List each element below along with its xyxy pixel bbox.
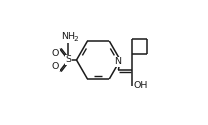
Text: O: O bbox=[52, 49, 59, 58]
Text: OH: OH bbox=[134, 81, 148, 90]
Text: NH: NH bbox=[61, 32, 75, 41]
Text: 2: 2 bbox=[73, 36, 78, 42]
Text: N: N bbox=[114, 57, 121, 66]
Text: O: O bbox=[52, 62, 59, 71]
Text: S: S bbox=[65, 56, 71, 64]
